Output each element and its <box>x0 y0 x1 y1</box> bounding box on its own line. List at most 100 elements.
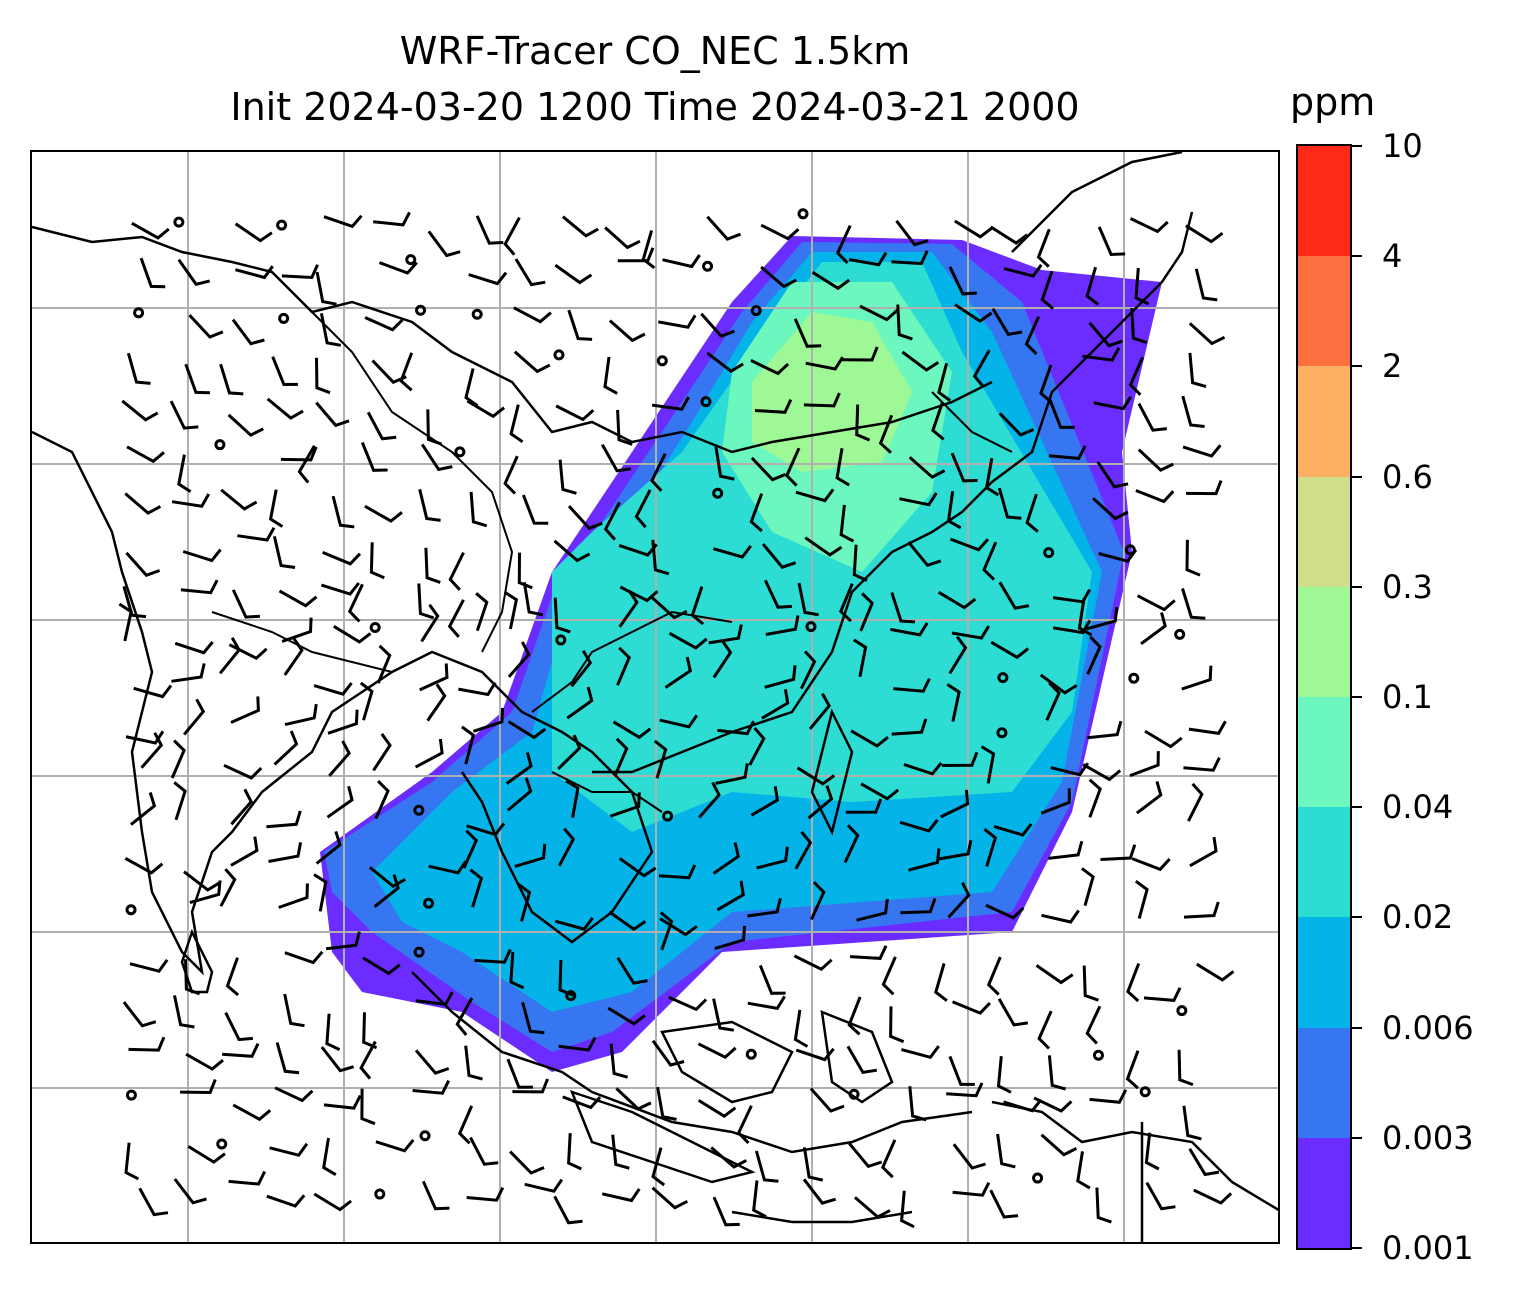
wind-barb <box>322 551 362 566</box>
wind-barb <box>618 589 639 628</box>
wind-barb <box>313 1192 353 1212</box>
calm-wind-marker <box>419 1130 431 1142</box>
colorbar-segment <box>1298 807 1350 918</box>
wind-barb <box>399 352 414 392</box>
wind-barb <box>890 592 916 624</box>
wind-barb <box>554 263 593 285</box>
wind-barb <box>617 247 655 263</box>
wind-barb <box>946 683 961 722</box>
calm-wind-marker <box>1176 1005 1188 1017</box>
colorbar-segment <box>1298 476 1350 587</box>
wind-barb <box>934 962 948 1002</box>
colorbar-tick-label: 0.1 <box>1382 678 1433 716</box>
wind-barb <box>187 1145 226 1164</box>
wind-barb <box>128 1036 166 1052</box>
wind-barb <box>512 1078 549 1094</box>
wind-barb <box>124 492 162 515</box>
wind-barb <box>1047 1055 1067 1091</box>
wind-barb <box>612 720 652 740</box>
wind-barb <box>835 224 852 264</box>
wind-barb <box>124 856 164 875</box>
wind-barb <box>651 539 670 576</box>
wind-barb <box>231 589 260 619</box>
wind-barb <box>850 729 889 748</box>
wind-barb <box>125 730 165 745</box>
wind-barb <box>1188 322 1226 346</box>
wind-barb <box>662 254 701 269</box>
wind-barb <box>183 870 221 892</box>
wind-barb <box>125 551 161 578</box>
wind-barb <box>793 954 833 971</box>
wind-barb <box>1135 489 1175 504</box>
wind-barb <box>461 725 476 765</box>
wind-barb <box>747 995 786 1011</box>
wind-barb <box>506 777 533 812</box>
wind-barb <box>1181 665 1213 691</box>
wind-barb <box>1181 588 1206 620</box>
wind-barb <box>835 448 850 487</box>
wind-barb <box>368 866 407 889</box>
wind-barb <box>457 1105 474 1145</box>
wind-barb <box>748 727 766 766</box>
wind-barb <box>893 677 931 693</box>
wind-barb <box>567 1133 582 1171</box>
wind-barb <box>475 592 489 632</box>
wind-barb <box>426 409 443 446</box>
wind-barb <box>807 785 834 820</box>
map-panel[interactable] <box>30 150 1280 1244</box>
wind-barb <box>650 453 667 492</box>
wind-barb <box>952 1182 991 1197</box>
wind-barb <box>1039 673 1078 695</box>
wind-barb <box>325 931 361 951</box>
wind-barb <box>1048 445 1087 460</box>
wind-barb <box>1093 396 1132 411</box>
wind-barb <box>845 798 883 814</box>
wind-barb <box>447 599 465 638</box>
wind-barb <box>750 359 790 376</box>
wind-barb <box>328 740 351 777</box>
wind-barb <box>122 585 147 619</box>
wind-barb <box>174 641 214 655</box>
wind-barb <box>373 211 411 227</box>
wind-barb <box>931 401 945 441</box>
chart-title-line1: WRF-Tracer CO_NEC 1.5km <box>399 29 911 73</box>
wind-barb <box>173 995 195 1029</box>
colorbar-segment <box>1298 1027 1350 1138</box>
wind-barb <box>878 414 894 454</box>
wind-barb <box>989 225 1029 245</box>
calm-wind-marker <box>415 304 427 316</box>
colorbar-tick-label: 0.6 <box>1382 457 1433 496</box>
wind-barb <box>278 883 309 909</box>
wind-barb <box>982 541 998 581</box>
wind-barb <box>653 739 668 779</box>
wind-barb <box>793 1009 809 1048</box>
wind-barb <box>1085 606 1119 631</box>
wind-barb <box>1088 778 1102 818</box>
wind-barb <box>716 880 745 912</box>
wind-barb <box>1092 497 1129 521</box>
wind-barb <box>1003 1098 1043 1113</box>
wind-barb <box>618 857 657 878</box>
wind-barb <box>375 1138 415 1153</box>
wind-barb <box>985 903 1025 920</box>
wind-barb <box>706 351 744 374</box>
wind-barb <box>464 1045 483 1081</box>
wind-barb <box>507 720 547 740</box>
colorbar <box>1296 144 1352 1250</box>
wind-barb <box>475 215 504 245</box>
wind-barb <box>424 547 441 584</box>
wind-barb <box>313 873 328 912</box>
wind-barb <box>715 763 749 785</box>
wind-barb <box>130 792 157 826</box>
wind-barb <box>609 1043 628 1079</box>
wind-barb <box>184 959 201 996</box>
colorbar-tick <box>1352 1247 1362 1249</box>
wind-barb <box>517 552 533 590</box>
wind-barb <box>448 551 465 591</box>
wind-barb <box>509 1150 545 1175</box>
wind-barb <box>232 1103 272 1122</box>
wind-barb <box>811 271 851 291</box>
wind-barb <box>364 504 403 523</box>
wind-barb <box>736 1105 753 1145</box>
wind-barb <box>668 631 708 650</box>
